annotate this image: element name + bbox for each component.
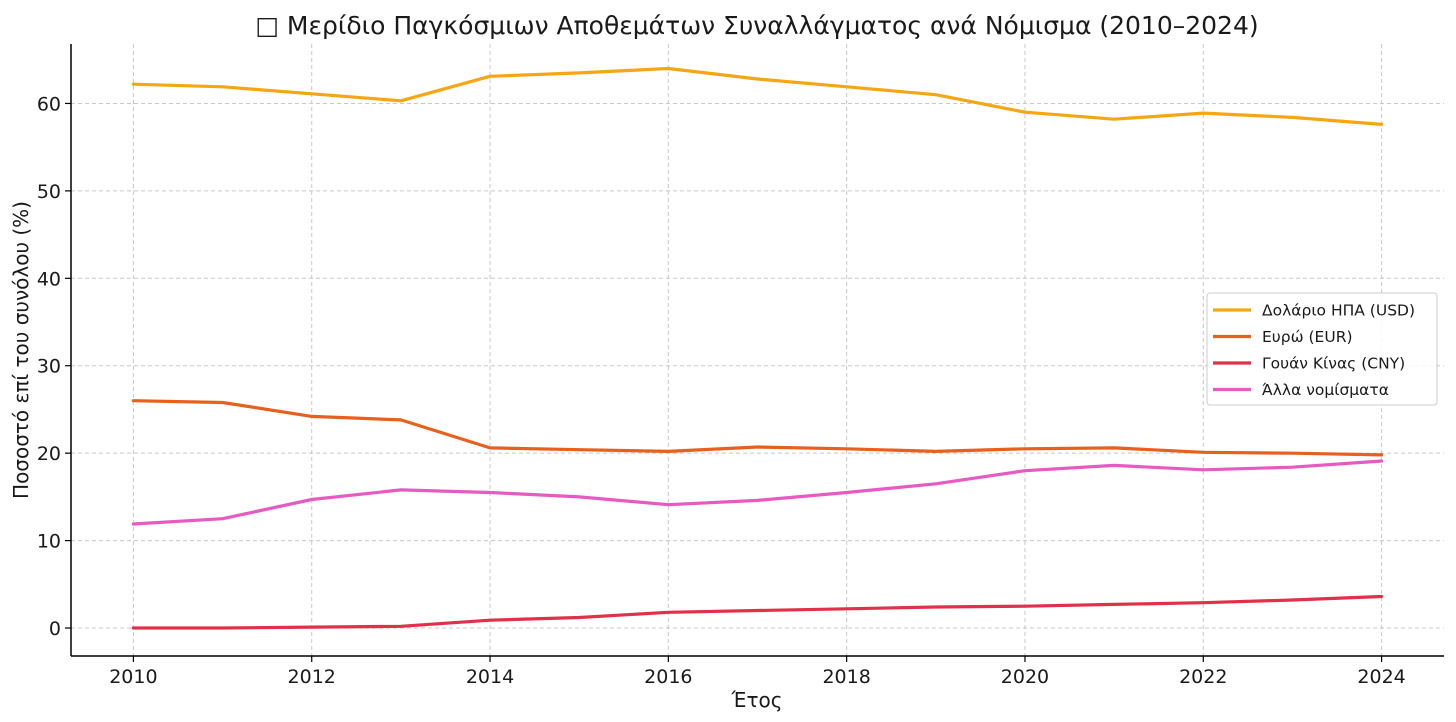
legend-label: Δολάριο ΗΠΑ (USD) <box>1262 302 1415 320</box>
legend-label: Ευρώ (EUR) <box>1262 328 1353 346</box>
y-tick-label: 30 <box>37 356 61 378</box>
axes <box>70 44 1444 657</box>
y-tick-label: 20 <box>37 443 61 465</box>
legend-box <box>1206 292 1438 406</box>
x-tick-label: 2022 <box>1179 666 1227 688</box>
y-ticks: 0 10 20 30 40 50 60 <box>37 93 71 640</box>
legend: Δολάριο ΗΠΑ (USD) Ευρώ (EUR) Γουάν Κίνας (… <box>1206 292 1438 406</box>
x-tick-label: 2016 <box>644 666 692 688</box>
y-tick-label: 0 <box>49 618 61 640</box>
x-tick-label: 2020 <box>1001 666 1049 688</box>
y-tick-label: 10 <box>37 531 61 553</box>
x-tick-label: 2010 <box>109 666 157 688</box>
series-line-1 <box>131 66 1384 127</box>
x-ticks: 2010 2012 2014 2016 2018 2020 2022 2024 <box>109 656 1406 688</box>
legend-label: Άλλα νομίσματα <box>1262 381 1389 399</box>
series-line-4 <box>131 459 1384 526</box>
x-tick-label: 2024 <box>1357 666 1405 688</box>
y-axis-label: Ποσοστό επί του συνόλου (%) <box>9 201 33 499</box>
series-line-3 <box>131 594 1384 630</box>
series-line-2 <box>131 399 1384 457</box>
x-tick-label: 2018 <box>822 666 870 688</box>
x-axis-label: Έτος <box>731 688 783 712</box>
legend-label: Γουάν Κίνας (CNY) <box>1262 355 1405 373</box>
x-tick-label: 2012 <box>288 666 336 688</box>
x-tick-label: 2014 <box>466 666 514 688</box>
chart-title: □ Μερίδιο Παγκόσμιων Αποθεμάτων Συναλλάγ… <box>255 11 1258 40</box>
y-tick-label: 40 <box>37 268 61 290</box>
y-tick-label: 60 <box>37 93 61 115</box>
y-tick-label: 50 <box>37 181 61 203</box>
legend-items: Δολάριο ΗΠΑ (USD) Ευρώ (EUR) Γουάν Κίνας (… <box>1213 302 1415 399</box>
series-group <box>131 66 1384 630</box>
